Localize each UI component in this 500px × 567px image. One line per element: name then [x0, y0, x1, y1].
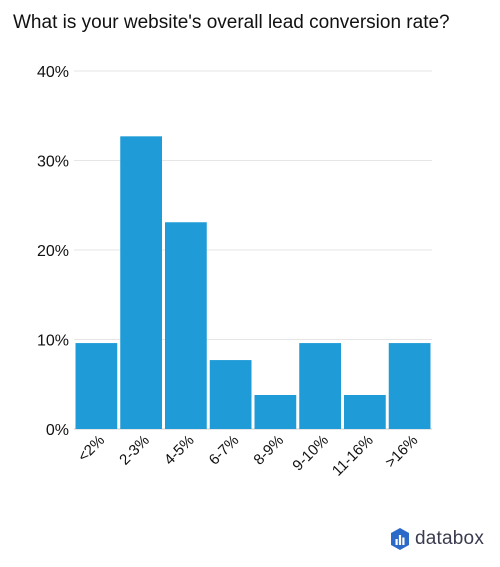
x-tick-label: 9-10%: [289, 432, 332, 475]
bar: [299, 343, 341, 429]
bar: [165, 222, 207, 429]
y-tick-label: 10%: [37, 333, 69, 350]
bar: [254, 394, 297, 429]
x-tick-label: 4-5%: [161, 432, 198, 469]
x-axis-ticks: <2% 2-3% 4-5% 6-7% 8-9% 9-10%11-16% >16%: [75, 432, 422, 480]
x-tick-label: 6-7%: [206, 432, 243, 469]
y-tick-label: 0%: [46, 422, 69, 439]
databox-logo-icon: [391, 528, 409, 550]
x-tick-label: <2%: [75, 432, 109, 466]
bar: [388, 343, 431, 429]
y-axis-ticks: 0% 10% 20% 30% 40%: [37, 64, 69, 439]
y-tick-label: 30%: [37, 154, 69, 171]
y-tick-label: 40%: [37, 64, 69, 81]
x-tick-label: 2-3%: [116, 432, 153, 469]
y-tick-label: 20%: [37, 243, 69, 260]
bar: [344, 394, 386, 429]
x-tick-label: 11-16%: [329, 432, 377, 480]
databox-brand: databox: [390, 527, 484, 551]
x-tick-label: 8-9%: [250, 432, 287, 469]
bar: [120, 136, 162, 429]
bars: [75, 136, 431, 429]
chart-title: What is your website's overall lead conv…: [13, 12, 450, 33]
bar: [209, 360, 252, 429]
bar: [75, 343, 118, 429]
brand-name: databox: [415, 528, 485, 549]
x-tick-label: >16%: [382, 432, 421, 471]
